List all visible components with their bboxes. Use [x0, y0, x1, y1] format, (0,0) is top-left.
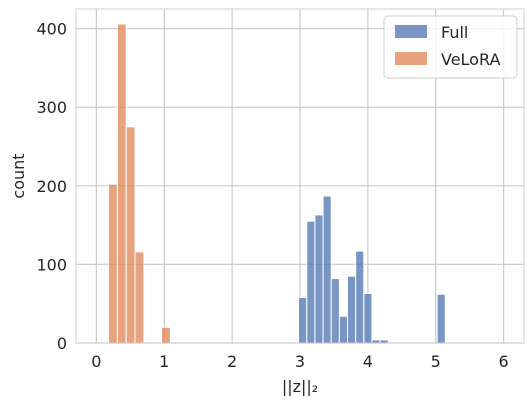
y-axis-label: count: [9, 153, 28, 198]
x-tick-label: 0: [91, 352, 101, 371]
bar-velora: [134, 251, 145, 344]
tick-labels: 0 1 2 3 4 5 6 0 100 200 300 400: [36, 20, 508, 371]
x-tick-label: 6: [499, 352, 509, 371]
bar-full: [436, 293, 446, 344]
bar-full: [363, 292, 373, 344]
bar-velora: [108, 183, 118, 344]
legend-swatch-full: [395, 25, 427, 38]
bar-velora: [161, 326, 171, 344]
bar-full: [298, 296, 308, 344]
bar-velora: [116, 23, 127, 344]
y-tick-label: 0: [57, 334, 67, 353]
bar-full: [338, 315, 349, 344]
bar-velora: [125, 126, 136, 344]
y-tick-label: 300: [36, 98, 67, 117]
x-axis-label: ||z||₂: [282, 377, 318, 396]
bars: [108, 23, 446, 344]
y-tick-label: 200: [36, 177, 67, 196]
x-tick-label: 3: [295, 352, 305, 371]
legend-swatch-velora: [395, 52, 427, 65]
y-tick-label: 400: [36, 20, 67, 39]
legend-label-velora: VeLoRA: [441, 50, 500, 69]
x-tick-label: 1: [159, 352, 169, 371]
x-tick-label: 2: [227, 352, 237, 371]
bar-full: [347, 275, 357, 344]
bar-full: [330, 278, 340, 344]
bar-full: [355, 250, 365, 344]
legend: Full VeLoRA: [383, 15, 518, 79]
plot-frame: [75, 8, 525, 344]
bar-full: [322, 195, 332, 344]
bar-full: [306, 220, 316, 344]
x-tick-label: 4: [363, 352, 373, 371]
x-tick-label: 5: [431, 352, 441, 371]
legend-label-full: Full: [441, 23, 468, 42]
y-tick-label: 100: [36, 255, 67, 274]
bar-full: [314, 214, 324, 344]
